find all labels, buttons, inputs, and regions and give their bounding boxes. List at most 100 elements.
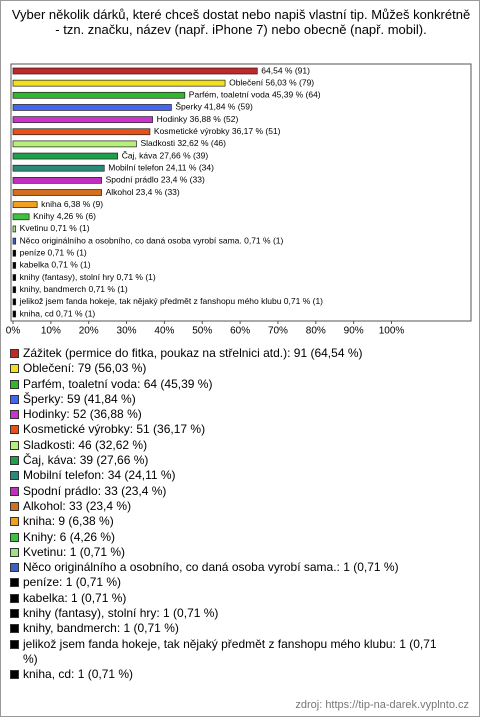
- legend-label: Sladkosti: 46 (32,62 %): [23, 437, 148, 452]
- bar-label: Něco originálního a osobního, co daná os…: [20, 235, 284, 245]
- legend-entry: Čaj, káva: 39 (27,66 %): [9, 453, 449, 468]
- legend-swatch: [10, 501, 19, 511]
- legend-swatch: [10, 578, 19, 588]
- legend-label: Něco originálního a osobního, co daná os…: [23, 560, 399, 575]
- chart: 0% 10% 20% 30% 40% 50% 60% 70% 80% 90% 100% 64,54 %…: [6, 63, 472, 337]
- bar-label: Mobilní telefon 24,11 % (34): [108, 162, 214, 172]
- x-tick-label: 30%: [117, 326, 137, 337]
- legend-label: Kvetinu: 1 (0,71 %): [23, 544, 126, 559]
- legend-label: Oblečení: 79 (56,03 %): [23, 361, 147, 376]
- legend-swatch: [10, 517, 19, 527]
- bar: [12, 274, 17, 281]
- bar: [12, 116, 153, 123]
- bar: [12, 164, 105, 172]
- legend-entry: Kvetinu: 1 (0,71 %): [9, 545, 449, 560]
- legend-label: peníze: 1 (0,71 %): [23, 575, 122, 590]
- bar-label: Čaj, káva 27,66 % (39): [122, 150, 209, 160]
- x-tick-label: 90%: [344, 326, 364, 337]
- legend-entry: Oblečení: 79 (56,03 %): [9, 361, 449, 376]
- bar-label: Spodní prádlo 23,4 % (33): [106, 175, 205, 185]
- legend-swatch: [10, 349, 19, 358]
- legend-entry: Sladkosti: 46 (32,62 %): [9, 438, 449, 453]
- bar: [12, 310, 17, 318]
- legend-swatch: [10, 456, 19, 466]
- chart-title: Vyber několik dárků, které chceš dostat …: [11, 7, 471, 37]
- legend-label: Zážitek (permice do fitka, poukaz na stř…: [23, 346, 363, 360]
- legend-label: knihy (fantasy), stolní hry: 1 (0,71 %): [23, 606, 219, 621]
- bar: [12, 237, 17, 245]
- legend-swatch: [10, 440, 19, 450]
- legend-swatch: [10, 394, 19, 404]
- bar: [12, 298, 17, 306]
- x-tick-label: 80%: [306, 326, 326, 337]
- legend-label: Čaj, káva: 39 (27,66 %): [23, 453, 149, 468]
- legend-label: Šperky: 59 (41,84 %): [23, 391, 136, 406]
- x-tick-label: 20%: [79, 326, 99, 337]
- bar: [12, 286, 17, 294]
- legend-swatch: [10, 547, 19, 557]
- bar-label: Kvetinu 0,71 % (1): [20, 223, 90, 233]
- bar-label: knihy (fantasy), stolní hry 0,71 % (1): [20, 272, 156, 282]
- legend-entry: Šperky: 59 (41,84 %): [9, 392, 449, 407]
- legend-label: Mobilní telefon: 34 (24,11 %): [23, 468, 176, 483]
- bar: [12, 79, 226, 87]
- bar-label: kniha 6,38 % (9): [41, 199, 103, 209]
- legend-entry: Parfém, toaletní voda: 64 (45,39 %): [9, 377, 449, 392]
- legend-label: Kosmetické výrobky: 51 (36,17 %): [23, 422, 206, 437]
- legend-entry: Knihy: 6 (4,26 %): [9, 530, 449, 545]
- bar-label: jelikož jsem fanda hokeje, tak nějaký př…: [19, 296, 324, 306]
- legend-label: Parfém, toaletní voda: 64 (45,39 %): [23, 376, 213, 391]
- x-tick-label: 60%: [230, 326, 250, 337]
- legend-entry: knihy, bandmerch: 1 (0,71 %): [9, 621, 449, 636]
- bar-label: Oblečení 56,03 % (79): [229, 77, 314, 87]
- legend-swatch: [10, 364, 19, 374]
- bar-label: Knihy 4,26 % (6): [33, 211, 96, 221]
- bar: [12, 67, 258, 75]
- legend-swatch: [10, 639, 19, 649]
- legend-label: Alkohol: 33 (23,4 %): [23, 498, 132, 513]
- legend-swatch: [10, 532, 19, 542]
- legend-entry: Spodní prádlo: 33 (23,4 %): [9, 484, 449, 499]
- bar: [12, 189, 102, 196]
- legend-label: knihy, bandmerch: 1 (0,71 %): [23, 621, 179, 636]
- bar: [12, 225, 17, 233]
- bar-label: 64,54 % (91): [261, 65, 310, 75]
- legend-entry: Alkohol: 33 (23,4 %): [9, 499, 449, 514]
- legend-entry: Něco originálního a osobního, co daná os…: [9, 560, 449, 575]
- bar-label: Sladkosti 32,62 % (46): [140, 138, 226, 148]
- bar-label: Alkohol 23,4 % (33): [106, 187, 180, 197]
- legend-entry: kniha: 9 (6,38 %): [9, 514, 449, 529]
- bar: [12, 128, 151, 136]
- legend-swatch: [10, 425, 19, 435]
- legend-label: Spodní prádlo: 33 (23,4 %): [23, 483, 167, 498]
- legend-swatch: [10, 670, 19, 680]
- legend-label: Knihy: 6 (4,26 %): [23, 529, 116, 544]
- bar-label: peníze 0,71 % (1): [20, 248, 87, 258]
- legend-entry: Zážitek (permice do fitka, poukaz na stř…: [9, 346, 449, 361]
- bar: [12, 213, 30, 221]
- legend-label: kabelka: 1 (0,71 %): [23, 590, 127, 605]
- legend: Zážitek (permice do fitka, poukaz na stř…: [9, 346, 449, 683]
- x-tick-label: 0%: [6, 326, 21, 337]
- legend-label: kniha, cd: 1 (0,71 %): [23, 667, 134, 682]
- bar-label: Šperky 41,84 % (59): [175, 102, 253, 112]
- bar-label: kabelka 0,71 % (1): [20, 260, 91, 270]
- x-tick-label: 40%: [154, 326, 174, 337]
- legend-swatch: [10, 471, 19, 481]
- bar-label: knihy, bandmerch 0,71 % (1): [20, 284, 128, 294]
- legend-swatch: [10, 609, 19, 619]
- legend-swatch: [10, 486, 19, 496]
- x-tick-label: 10%: [41, 326, 61, 337]
- legend-swatch: [10, 410, 19, 420]
- source: zdroj: https://tip-na-darek.vyplnto.cz: [295, 699, 469, 711]
- bar: [12, 177, 102, 184]
- legend-entry: peníze: 1 (0,71 %): [9, 575, 449, 590]
- legend-swatch: [10, 624, 19, 634]
- bar: [12, 152, 119, 160]
- bar-label: Kosmetické výrobky 36,17 % (51): [154, 126, 281, 136]
- bar: [12, 140, 137, 148]
- bar: [12, 262, 17, 269]
- legend-entry: jelikož jsem fanda hokeje, tak nějaký př…: [9, 637, 449, 668]
- legend-entry: Hodinky: 52 (36,88 %): [9, 407, 449, 422]
